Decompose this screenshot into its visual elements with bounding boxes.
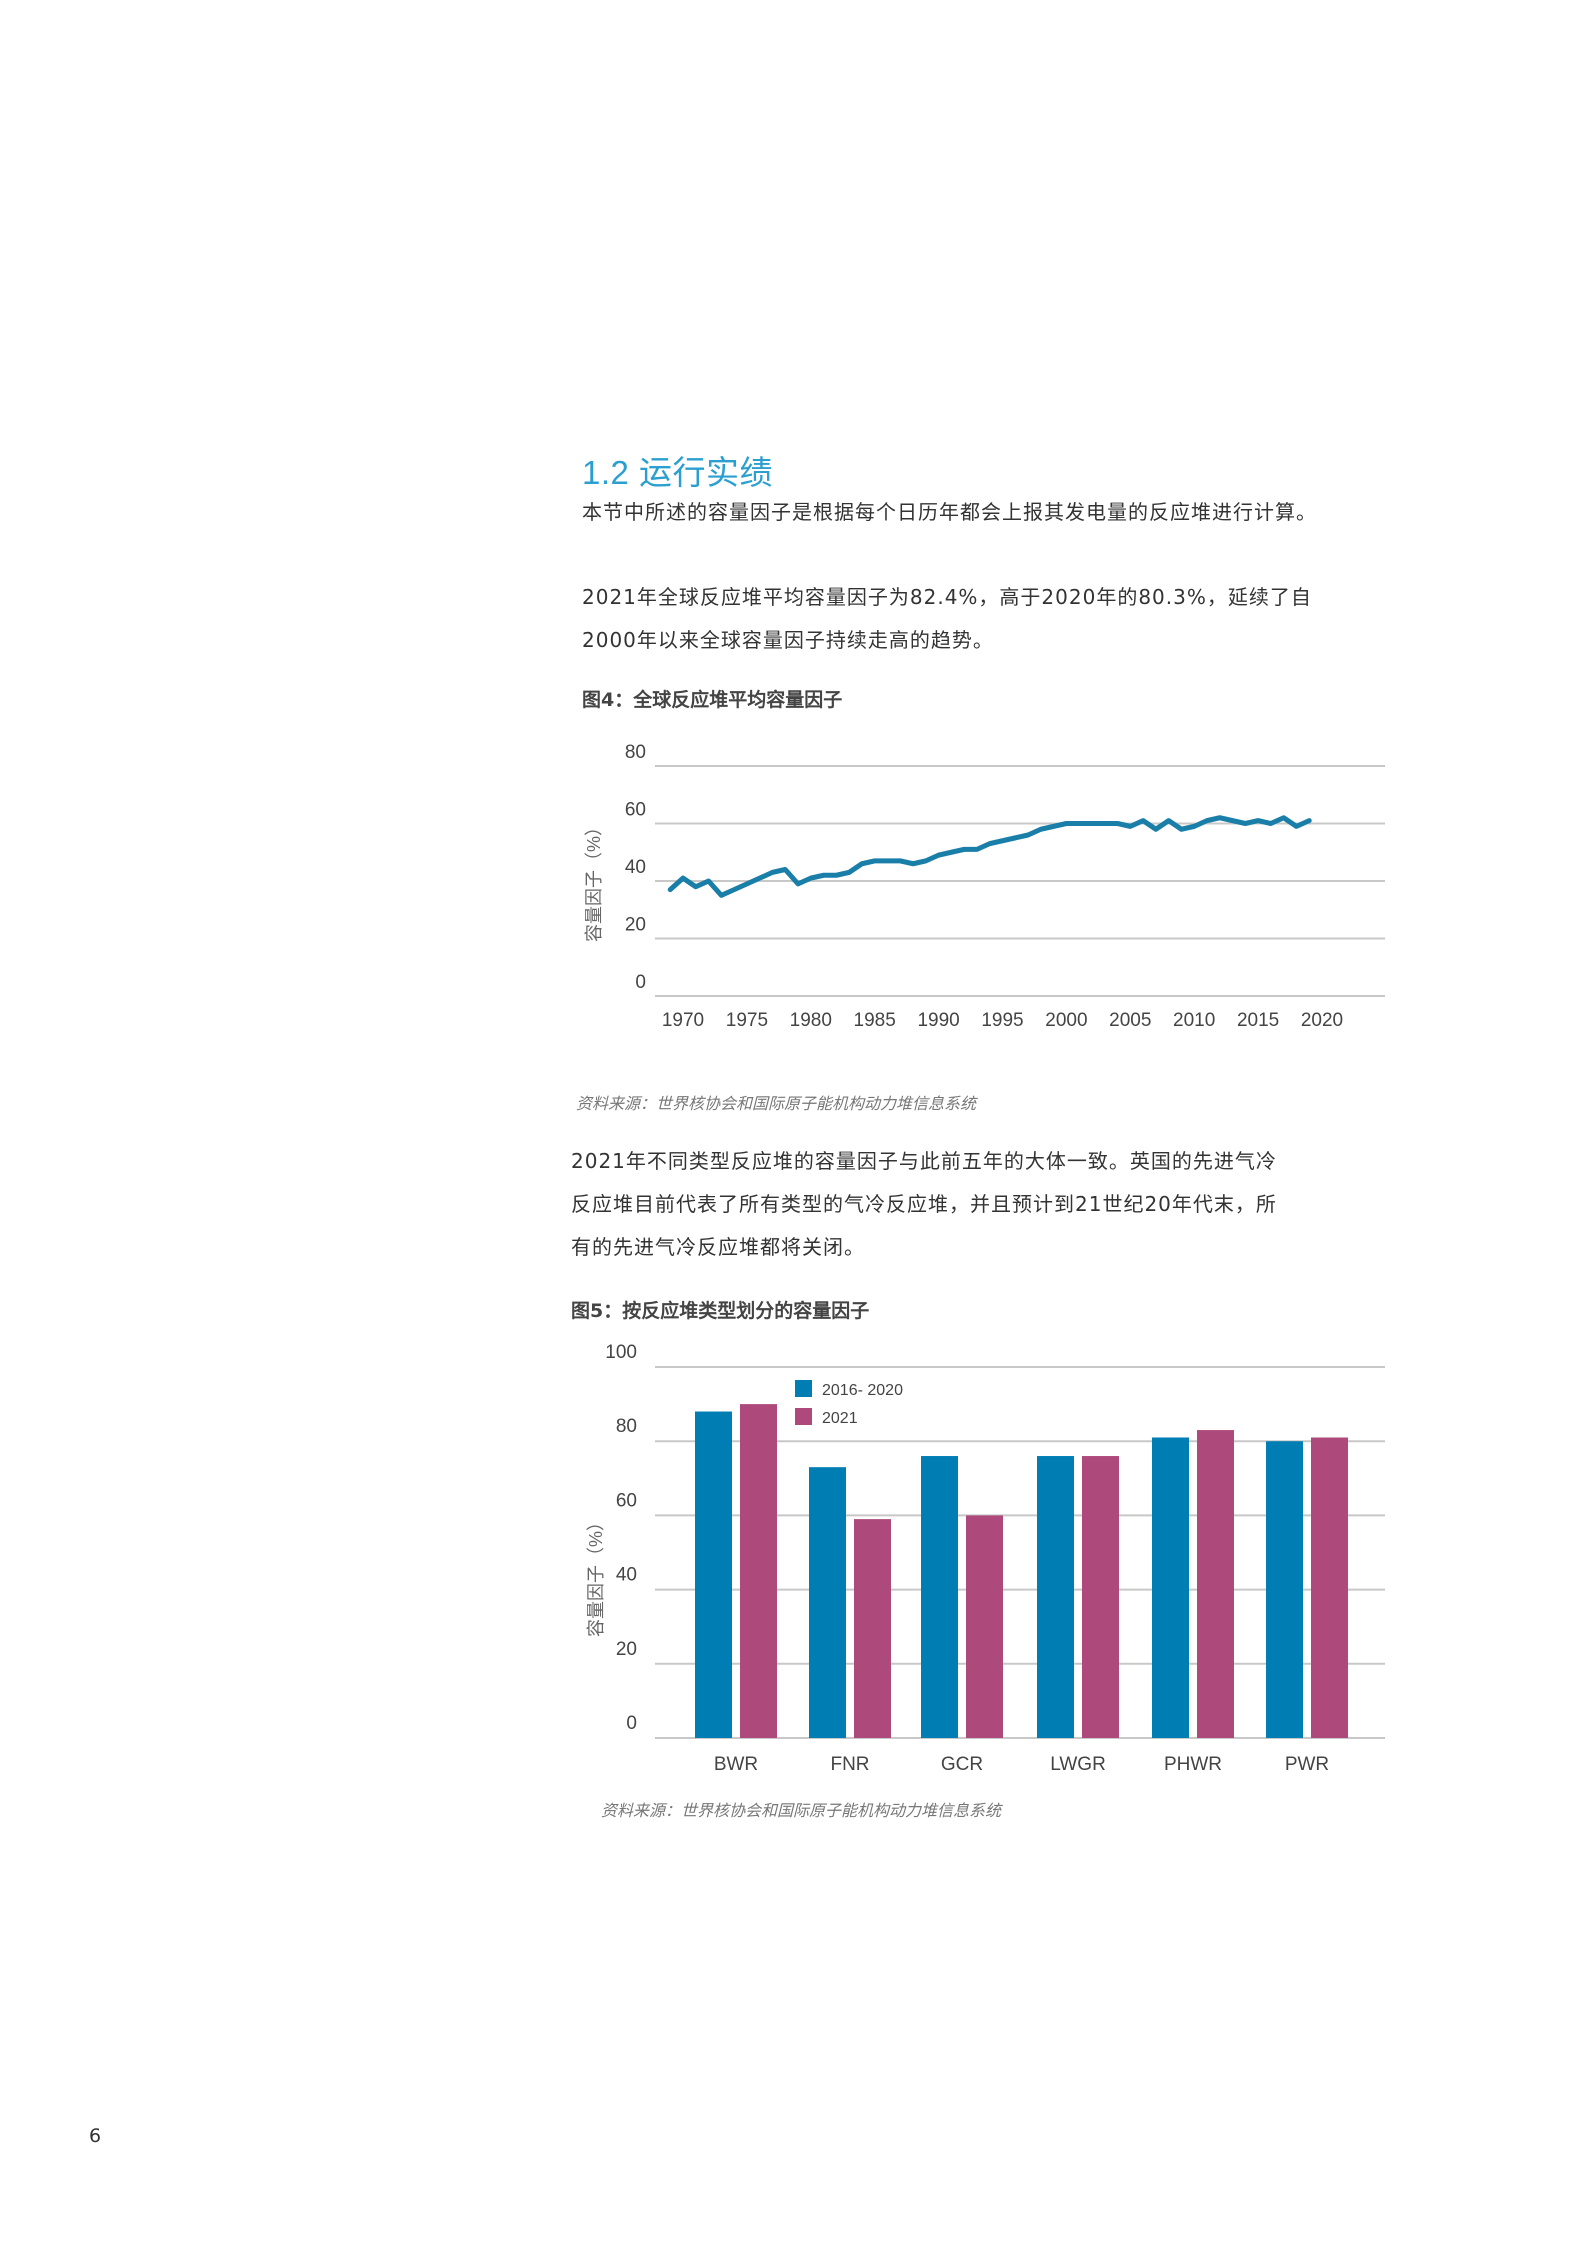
bar-lwgr-1 [1082, 1456, 1119, 1738]
figure4-title: 图4：全球反应堆平均容量因子 [582, 689, 843, 711]
legend-swatch [795, 1380, 812, 1397]
x-tick-label: 2000 [1045, 1010, 1087, 1031]
y-tick-label: 80 [625, 742, 646, 763]
y-axis-label: 容量因子（%） [584, 818, 604, 942]
bar-phwr-1 [1197, 1430, 1234, 1738]
bar-bwr-1 [740, 1404, 777, 1738]
paragraph-global-capacity: 2021年全球反应堆平均容量因子为82.4%，高于2020年的80.3%，延续了… [582, 576, 1312, 662]
figure4-line-chart: 0 20 40 60 80 1970 1975 1980 1985 1990 1995 2000 200… [584, 742, 1385, 1031]
x-tick-label: 2015 [1237, 1010, 1279, 1031]
series-line [667, 815, 1312, 898]
legend-swatch [795, 1408, 812, 1425]
y-tick-label: 40 [625, 857, 646, 878]
y-tick-label: 80 [616, 1416, 637, 1437]
x-category-label: LWGR [1050, 1754, 1106, 1775]
bar-gcr-0 [921, 1456, 958, 1738]
bar-fnr-0 [809, 1467, 846, 1738]
bar-fnr-1 [854, 1519, 891, 1738]
y-tick-label: 60 [616, 1490, 637, 1511]
paragraph-line: 反应堆目前代表了所有类型的气冷反应堆，并且预计到21世纪20年代末，所 [571, 1192, 1277, 1216]
x-tick-label: 1985 [854, 1010, 896, 1031]
y-tick-label: 0 [626, 1713, 637, 1734]
y-tick-label: 40 [616, 1565, 637, 1586]
paragraph-line: 有的先进气冷反应堆都将关闭。 [571, 1235, 865, 1259]
paragraph-line: 2000年以来全球容量因子持续走高的趋势。 [582, 628, 994, 652]
section-intro: 本节中所述的容量因子是根据每个日历年都会上报其发电量的反应堆进行计算。 [582, 500, 1317, 524]
x-tick-label: 2005 [1109, 1010, 1151, 1031]
y-tick-label: 0 [635, 972, 646, 993]
x-category-label: BWR [714, 1754, 758, 1775]
x-tick-label: 2020 [1301, 1010, 1343, 1031]
x-category-label: FNR [830, 1754, 869, 1775]
figure4-source: 资料来源：世界核协会和国际原子能机构动力堆信息系统 [576, 1094, 977, 1113]
bar-bwr-0 [695, 1411, 732, 1738]
page-number: 6 [89, 2125, 102, 2147]
legend-label: 2016- 2020 [822, 1382, 903, 1399]
x-tick-label: 1990 [917, 1010, 959, 1031]
y-tick-label: 60 [625, 800, 646, 821]
x-category-label: PHWR [1164, 1754, 1222, 1775]
x-category-label: PWR [1285, 1754, 1329, 1775]
x-tick-label: 1975 [726, 1010, 768, 1031]
x-category-label: GCR [941, 1754, 983, 1775]
bar-lwgr-0 [1037, 1456, 1074, 1738]
bar-phwr-0 [1152, 1437, 1189, 1738]
section-title: 1.2 运行实绩 [582, 454, 774, 491]
figure5-title: 图5：按反应堆类型划分的容量因子 [571, 1300, 870, 1322]
bar-pwr-1 [1311, 1437, 1348, 1738]
paragraph-line: 2021年不同类型反应堆的容量因子与此前五年的大体一致。英国的先进气冷 [571, 1149, 1277, 1173]
x-tick-label: 1970 [662, 1010, 704, 1031]
bar-pwr-0 [1266, 1441, 1303, 1738]
figure5-source: 资料来源：世界核协会和国际原子能机构动力堆信息系统 [601, 1801, 1002, 1820]
x-tick-label: 1980 [790, 1010, 832, 1031]
paragraph-reactor-types: 2021年不同类型反应堆的容量因子与此前五年的大体一致。英国的先进气冷 反应堆目… [571, 1140, 1277, 1269]
y-axis-label: 容量因子（%） [586, 1513, 606, 1637]
bar-gcr-1 [966, 1515, 1003, 1738]
y-tick-label: 20 [625, 915, 646, 936]
paragraph-line: 2021年全球反应堆平均容量因子为82.4%，高于2020年的80.3%，延续了… [582, 585, 1312, 609]
figure5-bar-chart: 0 20 40 60 80 100 BWR FNR GCR LWGR PHWR PWR 2016- 20… [586, 1342, 1385, 1775]
x-tick-label: 2010 [1173, 1010, 1215, 1031]
x-tick-label: 1995 [981, 1010, 1023, 1031]
y-tick-label: 100 [605, 1342, 637, 1363]
y-tick-label: 20 [616, 1639, 637, 1660]
legend-label: 2021 [822, 1410, 858, 1427]
